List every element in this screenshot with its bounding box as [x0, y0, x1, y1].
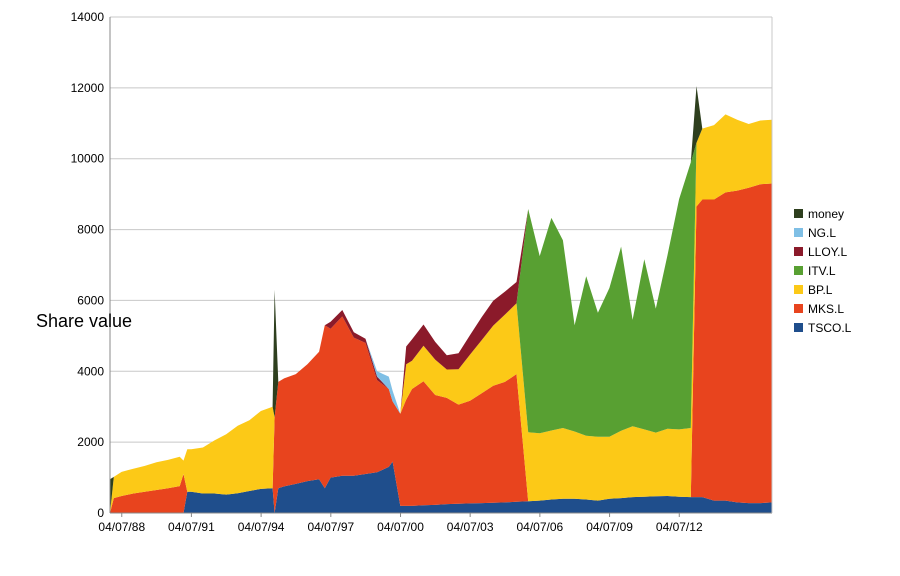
y-tick-label: 4000	[77, 364, 104, 378]
y-axis-label: Share value	[36, 311, 132, 331]
y-tick-label: 0	[97, 506, 104, 520]
x-tick-label: 04/07/97	[307, 520, 354, 534]
plot-areas	[110, 86, 772, 514]
legend-label: LLOY.L	[808, 245, 847, 259]
legend-label: money	[808, 207, 844, 221]
area-bp-l	[110, 114, 772, 514]
x-tick-label: 04/07/94	[238, 520, 285, 534]
axes	[109, 17, 773, 514]
legend-label: ITV.L	[808, 264, 836, 278]
legend-swatch	[794, 285, 803, 294]
legend-swatch	[794, 323, 803, 332]
y-tick-label: 2000	[77, 435, 104, 449]
y-tick-label: 8000	[77, 223, 104, 237]
x-tick-label: 04/07/03	[447, 520, 494, 534]
x-tick-label: 04/07/00	[377, 520, 424, 534]
legend-swatch	[794, 247, 803, 256]
x-tick-label: 04/07/91	[168, 520, 215, 534]
x-tick-label: 04/07/88	[98, 520, 145, 534]
x-tick-label: 04/07/06	[517, 520, 564, 534]
area-money	[110, 86, 772, 513]
y-tick-label: 10000	[71, 152, 105, 166]
legend-label: BP.L	[808, 283, 833, 297]
legend: money NG.L LLOY.L ITV.L BP.L MKS.L TSCO.L	[794, 207, 852, 335]
y-tick-label: 6000	[77, 293, 104, 307]
legend-swatch	[794, 304, 803, 313]
legend-label: TSCO.L	[808, 321, 852, 335]
y-tick-label: 12000	[71, 81, 105, 95]
x-tick-label: 04/07/12	[656, 520, 703, 534]
y-tick-labels: 0 2000 4000 6000 8000 10000 12000 14000	[71, 10, 105, 520]
legend-label: NG.L	[808, 226, 836, 240]
legend-label: MKS.L	[808, 302, 844, 316]
area-tsco-l	[110, 461, 772, 513]
legend-swatch	[794, 209, 803, 218]
legend-swatch	[794, 228, 803, 237]
x-tick-label: 04/07/09	[586, 520, 633, 534]
x-tick-labels: 04/07/88 04/07/91 04/07/94 04/07/97 04/07/00…	[98, 513, 703, 534]
area-itv-l	[110, 114, 772, 514]
area-mks-l	[110, 183, 772, 513]
y-tick-label: 14000	[71, 10, 105, 24]
legend-swatch	[794, 266, 803, 275]
